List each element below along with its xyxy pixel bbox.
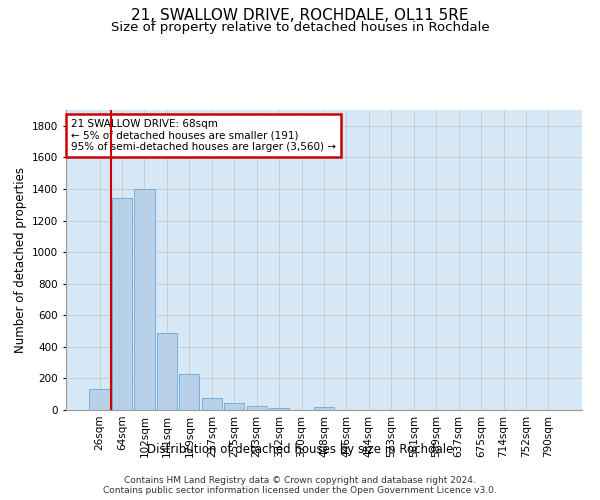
Text: Size of property relative to detached houses in Rochdale: Size of property relative to detached ho… (110, 21, 490, 34)
Bar (314, 407, 334, 410)
Y-axis label: Number of detached properties: Number of detached properties (14, 167, 26, 353)
Bar (247, 406, 267, 410)
Text: 21, SWALLOW DRIVE, ROCHDALE, OL11 5RE: 21, SWALLOW DRIVE, ROCHDALE, OL11 5RE (131, 8, 469, 22)
Text: Contains HM Land Registry data © Crown copyright and database right 2024.
Contai: Contains HM Land Registry data © Crown c… (103, 476, 497, 495)
Text: Distribution of detached houses by size in Rochdale: Distribution of detached houses by size … (147, 442, 453, 456)
Bar (202, 398, 222, 410)
Text: 21 SWALLOW DRIVE: 68sqm
← 5% of detached houses are smaller (191)
95% of semi-de: 21 SWALLOW DRIVE: 68sqm ← 5% of detached… (71, 119, 336, 152)
Bar (89, 388, 110, 410)
Bar (112, 198, 132, 410)
Bar (269, 408, 289, 410)
Bar (157, 332, 177, 410)
Bar (179, 374, 199, 410)
Bar (224, 403, 244, 410)
Bar (134, 189, 155, 410)
